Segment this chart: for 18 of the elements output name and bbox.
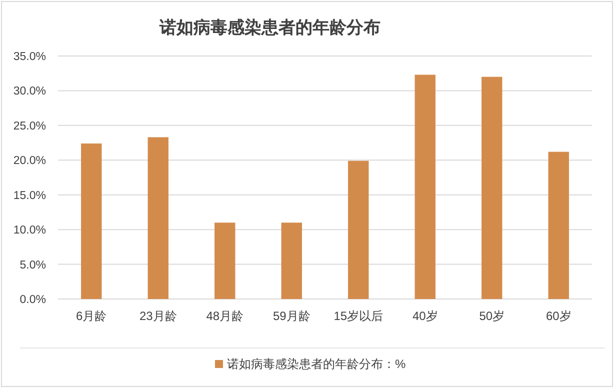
x-tick-label: 50岁 [479, 309, 505, 323]
y-tick-label: 15.0% [13, 190, 46, 202]
y-tick-label: 20.0% [13, 155, 46, 168]
y-tick-label: 0.0% [20, 294, 46, 306]
y-tick-label: 30.0% [13, 86, 46, 98]
y-tick-label: 5.0% [20, 259, 46, 272]
x-tick-label: 15岁以后 [334, 309, 384, 323]
y-tick-label: 35.0% [13, 51, 46, 63]
y-tick-label: 25.0% [13, 120, 46, 132]
x-tick-label: 48月龄 [206, 309, 244, 323]
chart-title: 诺如病毒感染患者的年龄分布 [158, 18, 380, 37]
x-tick-label: 59月龄 [272, 309, 310, 323]
legend-label: 诺如病毒感染患者的年龄分布：% [227, 357, 406, 371]
x-tick-label: 6月龄 [76, 309, 107, 323]
y-tick-label: 10.0% [13, 224, 46, 237]
x-tick-label: 23月龄 [139, 309, 177, 323]
x-tick-label: 60岁 [546, 309, 572, 323]
x-tick-label: 40岁 [412, 309, 438, 323]
